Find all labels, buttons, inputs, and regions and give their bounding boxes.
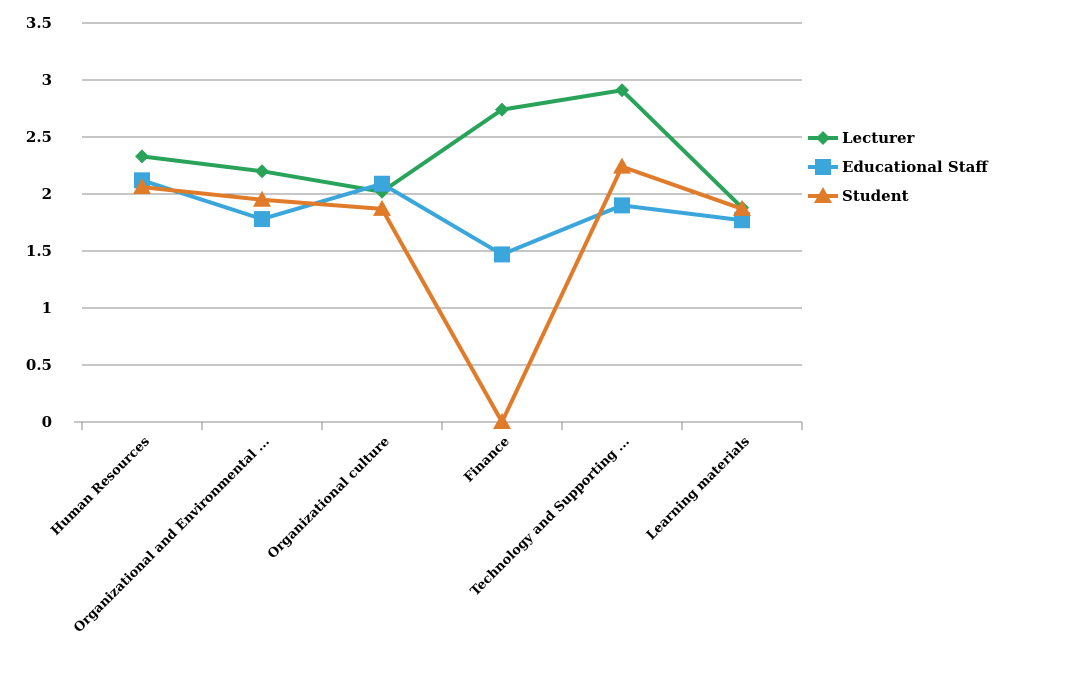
series-line xyxy=(141,178,743,257)
y-tick-label: 1 xyxy=(42,299,52,317)
y-tick-label: 2.5 xyxy=(26,128,52,146)
series-line xyxy=(141,164,743,424)
legend-label: Educational Staff xyxy=(842,158,989,176)
y-tick-label: 0.5 xyxy=(26,356,52,374)
data-point xyxy=(255,164,269,179)
series-educational-staff xyxy=(134,172,750,263)
x-category-label: Organizational and Environmental ... xyxy=(71,434,273,636)
data-point xyxy=(614,197,630,214)
series-student xyxy=(133,157,751,429)
series-line xyxy=(141,88,744,210)
y-tick-label: 1.5 xyxy=(26,242,52,260)
data-point xyxy=(494,246,510,263)
legend-item: Lecturer xyxy=(808,129,916,147)
legend: Lecturer Educational Staff Student xyxy=(808,129,989,205)
y-tick-label: 3.5 xyxy=(26,14,52,32)
legend-label: Lecturer xyxy=(842,129,916,147)
legend-item: Educational Staff xyxy=(808,158,989,176)
data-point xyxy=(615,83,629,98)
data-point xyxy=(135,149,149,164)
data-point xyxy=(613,157,631,174)
x-category-label: Finance xyxy=(461,434,512,485)
data-point xyxy=(133,178,151,195)
y-axis-tick-labels: 0 0.5 1 1.5 2 2.5 3 3.5 xyxy=(26,14,52,431)
legend-label: Student xyxy=(842,187,909,205)
x-category-label: Organizational culture xyxy=(265,434,393,562)
x-category-label: Learning materials xyxy=(644,434,753,543)
x-category-label: Human Resources xyxy=(48,434,152,538)
legend-swatch-marker xyxy=(815,159,831,175)
data-point xyxy=(493,413,511,429)
y-tick-label: 0 xyxy=(42,413,52,431)
data-point xyxy=(254,211,270,228)
y-tick-label: 2 xyxy=(42,185,52,203)
data-point xyxy=(373,199,391,216)
data-point xyxy=(253,190,271,207)
data-point xyxy=(733,199,751,216)
data-point xyxy=(734,212,750,229)
y-tick-label: 3 xyxy=(42,71,52,89)
x-axis xyxy=(74,421,803,430)
data-point xyxy=(374,175,390,192)
series-lines xyxy=(133,83,751,429)
data-point xyxy=(495,102,509,117)
legend-swatch-marker xyxy=(814,187,832,203)
legend-item: Student xyxy=(808,187,909,205)
legend-swatch-marker xyxy=(816,131,830,145)
